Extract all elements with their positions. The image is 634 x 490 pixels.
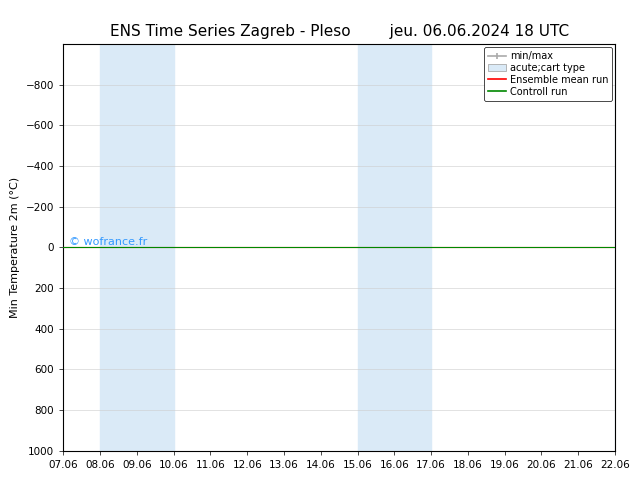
Bar [358, 44, 431, 451]
Y-axis label: Min Temperature 2m (°C): Min Temperature 2m (°C) [10, 177, 20, 318]
Legend: min/max, acute;cart type, Ensemble mean run, Controll run: min/max, acute;cart type, Ensemble mean … [484, 47, 612, 100]
Title: ENS Time Series Zagreb - Pleso        jeu. 06.06.2024 18 UTC: ENS Time Series Zagreb - Pleso jeu. 06.0… [110, 24, 569, 39]
Bar [615, 44, 633, 451]
Bar [100, 44, 174, 451]
Text: © wofrance.fr: © wofrance.fr [69, 238, 147, 247]
